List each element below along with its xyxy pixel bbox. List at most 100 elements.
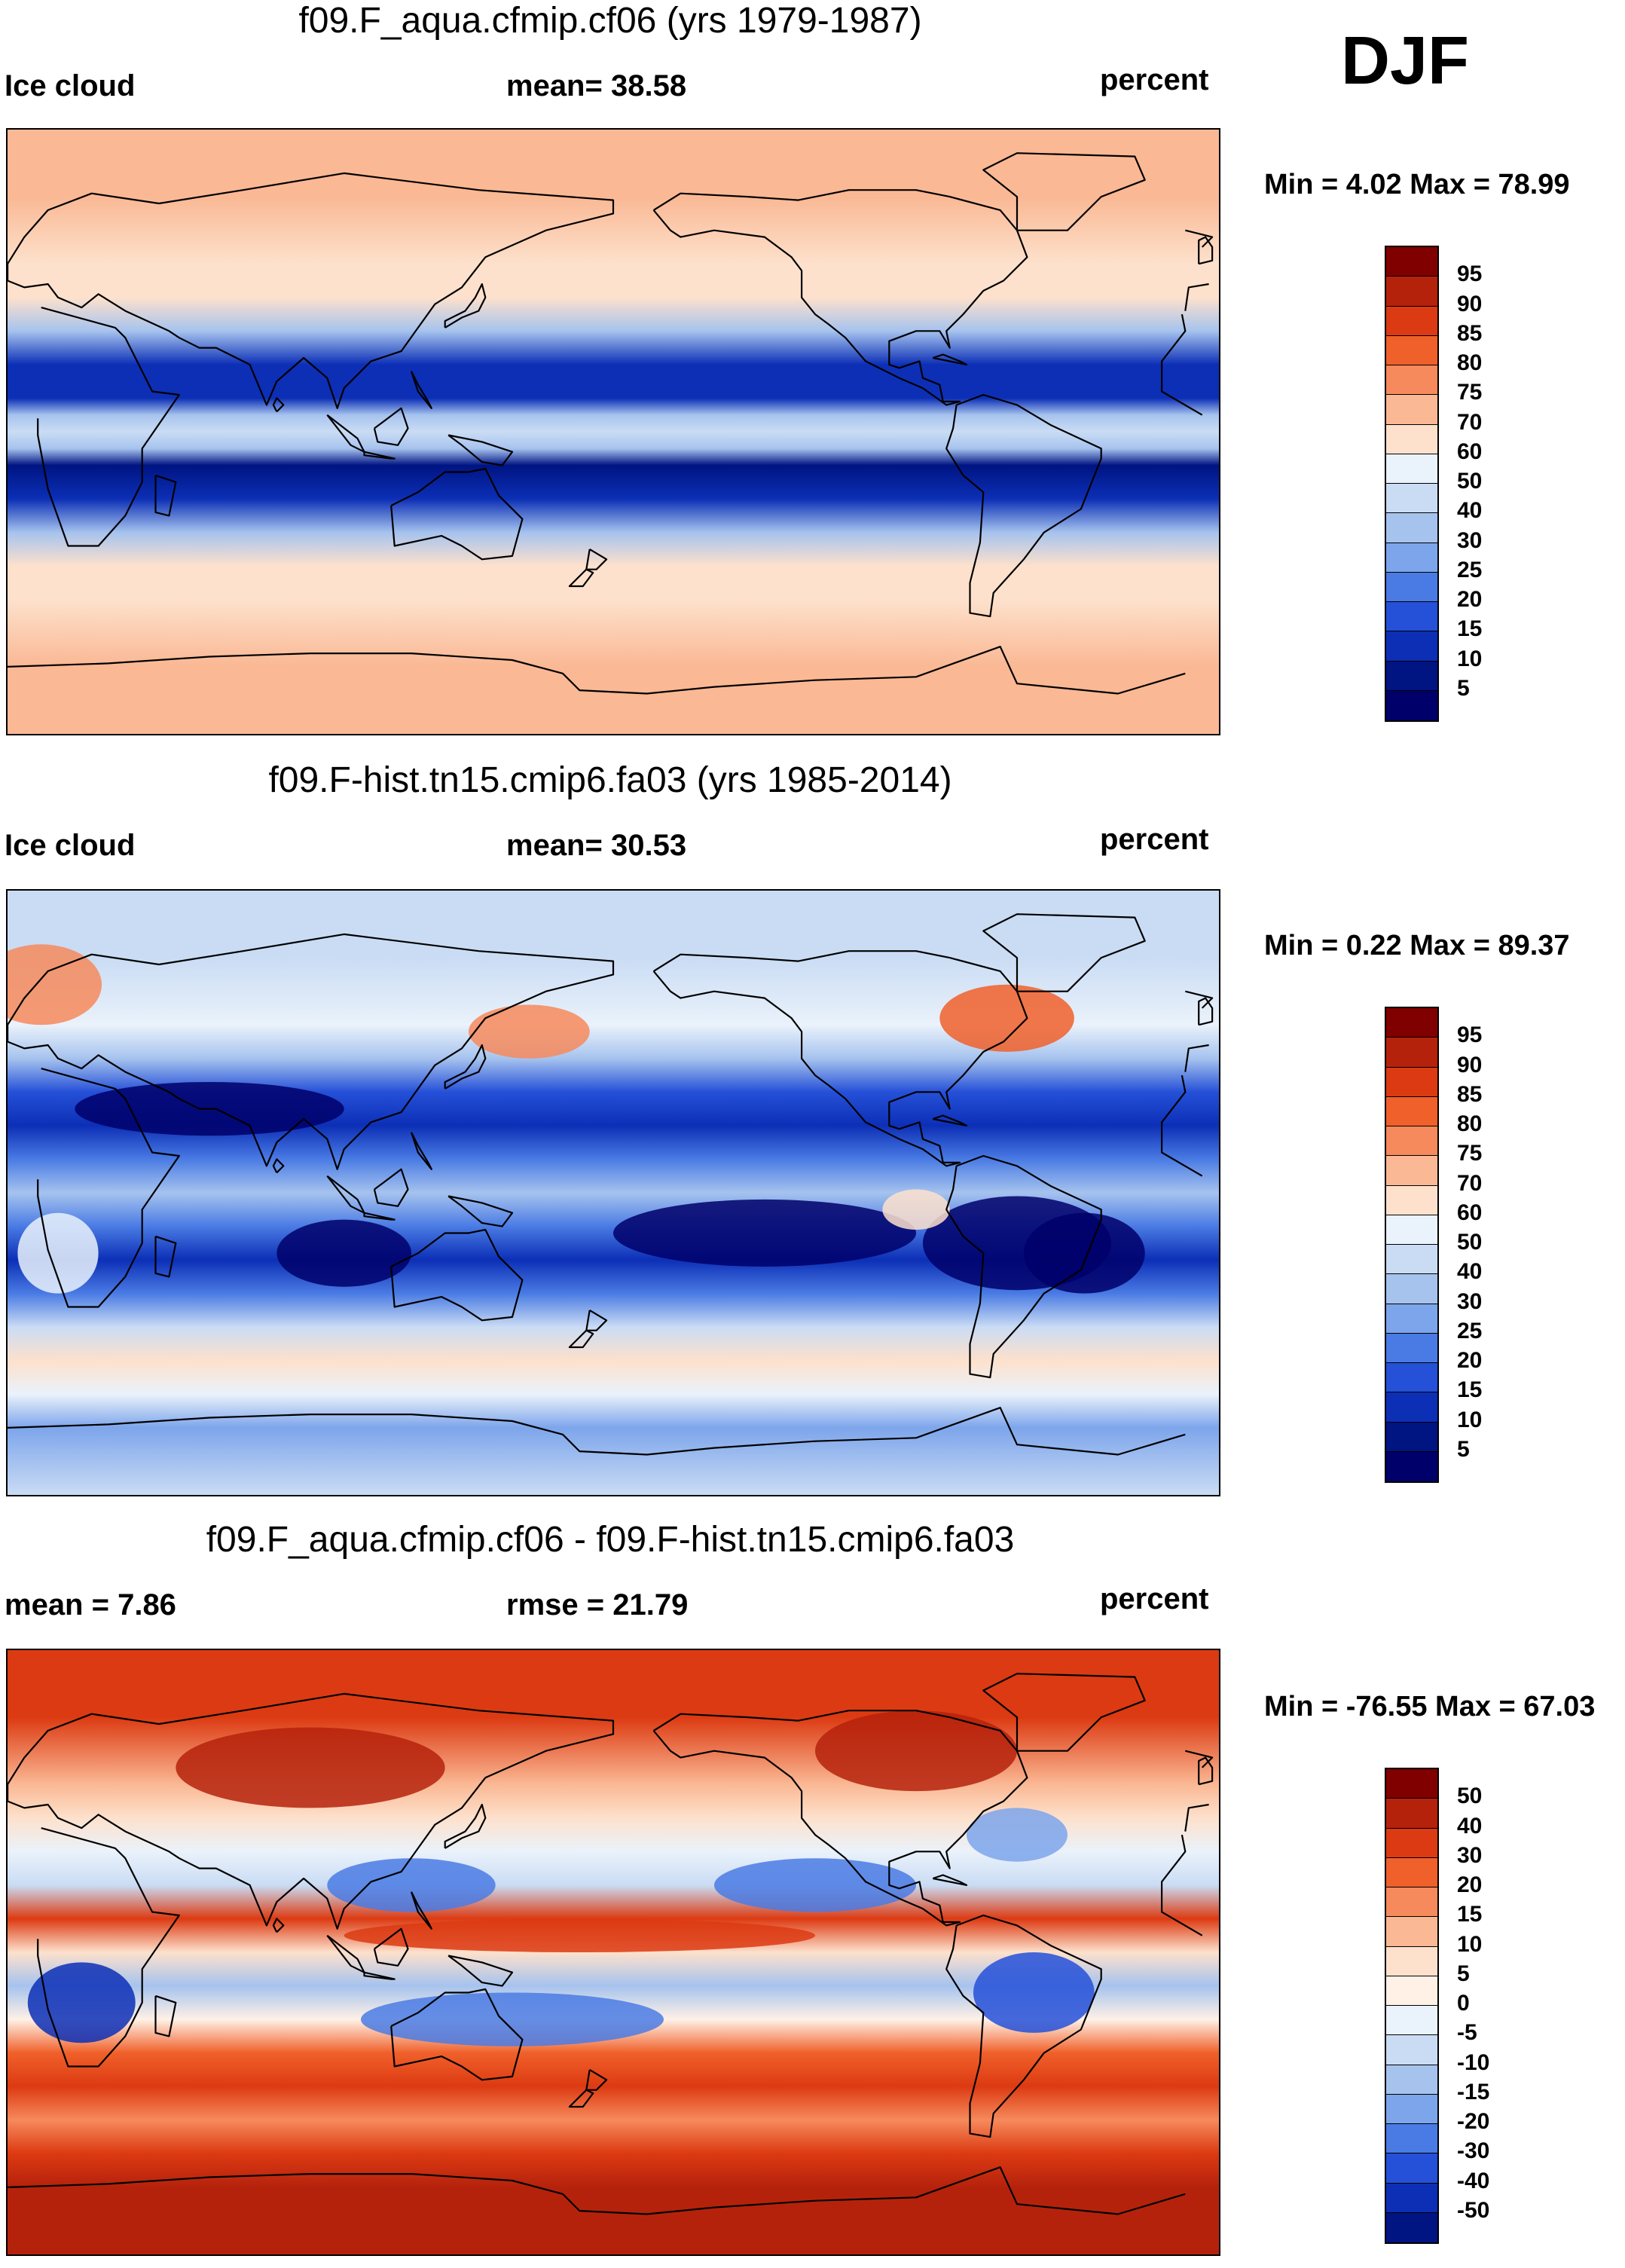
coastline-segment [8, 990, 1214, 1072]
regional-feature [882, 1189, 950, 1230]
coastline-segment [945, 1914, 1102, 2138]
panel-2-colorbar: 95 90 85 80 75 70 60 50 40 30 25 20 15 10 5 [1385, 1007, 1513, 1483]
coastline-segment [932, 353, 968, 365]
coastline-segment [932, 1114, 968, 1126]
colorbar-tick-label: 50 [1457, 469, 1483, 494]
colorbar-tick-label: 60 [1457, 439, 1483, 464]
regional-feature [613, 1199, 916, 1267]
coastline-segment [652, 950, 1028, 1167]
colorbar-swatch [1386, 2006, 1437, 2036]
colorbar-swatch [1386, 247, 1437, 277]
colorbar-tick-label: 25 [1457, 557, 1483, 582]
coastline-segment [568, 1329, 594, 1349]
coastline-segment [1198, 997, 1214, 1026]
colorbar-swatch [1386, 277, 1437, 307]
colorbar-tick-label: 30 [1457, 1288, 1483, 1314]
colorbar-swatch [1386, 1215, 1437, 1245]
regional-feature [17, 1212, 99, 1294]
colorbar-swatch [1386, 2153, 1437, 2184]
colorbar-swatch [1386, 1917, 1437, 1947]
colorbar-swatch [1386, 1828, 1437, 1858]
colorbar-swatch [1386, 1392, 1437, 1423]
regional-feature [27, 1962, 136, 2043]
colorbar-tick-label: -30 [1457, 2138, 1490, 2164]
panel-2-map [6, 889, 1220, 1496]
colorbar-swatch [1386, 1422, 1437, 1452]
panel-1-map [6, 128, 1220, 735]
colorbar-tick-label: 20 [1457, 1348, 1483, 1373]
coastline-segment [326, 1175, 365, 1214]
panel-1-colorbar: 95 90 85 80 75 70 60 50 40 30 25 20 15 10 5 [1385, 246, 1513, 722]
panel-3-minmax: Min = -76.55 Max = 67.03 [1264, 1691, 1596, 1722]
colorbar-tick-label: -15 [1457, 2079, 1490, 2104]
panel-3-regional-features [27, 1710, 1095, 2046]
colorbar-tick-label: 30 [1457, 1842, 1483, 1868]
colorbar-swatch [1386, 602, 1437, 632]
panel-2-regional-features [8, 944, 1145, 1294]
coastline-segment [982, 152, 1146, 231]
colorbar-tick-label: 85 [1457, 1081, 1483, 1107]
coastline-segment [444, 283, 487, 329]
colorbar-swatch [1386, 1887, 1437, 1918]
coastline-segment [37, 1827, 1203, 2068]
panel-3-title: f09.F_aqua.cfmip.cf06 - f09.F-hist.tn15.… [206, 1520, 1015, 1560]
colorbar-tick-label: 70 [1457, 1170, 1483, 1196]
coastline-segment [8, 1692, 615, 1930]
colorbar-swatch [1386, 661, 1437, 691]
panel-3-colorbar: 50 40 30 20 15 10 5 0 -5 -10 -15 -20 -30 -40 -50 [1385, 1768, 1513, 2244]
coastline-segment [272, 397, 285, 413]
panel-1-map-svg [8, 130, 1219, 734]
coastline-segment [945, 393, 1102, 618]
regional-feature [276, 1219, 411, 1287]
colorbar-swatch [1386, 1451, 1437, 1481]
colorbar-swatch [1386, 1008, 1437, 1038]
coastline-segment [326, 1934, 365, 1973]
coastline-segment [8, 172, 615, 409]
panel-1-units-label: percent [1100, 63, 1209, 96]
colorbar-tick-label: 20 [1457, 1872, 1483, 1897]
colorbar-tick-label: 30 [1457, 527, 1483, 553]
coastline-segment [932, 1874, 968, 1886]
colorbar-swatch [1386, 1304, 1437, 1334]
colorbar-tick-label: 40 [1457, 1259, 1483, 1285]
colorbar-tick-label: 5 [1457, 675, 1470, 701]
colorbar-swatch [1386, 1333, 1437, 1363]
colorbar-swatch [1386, 1126, 1437, 1157]
panel-1-field [8, 130, 1219, 734]
colorbar-swatch [1386, 365, 1437, 396]
colorbar-tick-label: 75 [1457, 1141, 1483, 1166]
coastline-segment [8, 229, 1214, 311]
colorbar-tick-label: 95 [1457, 261, 1483, 287]
coastline-segment [8, 1407, 1186, 1456]
coastline-segment [444, 1803, 487, 1849]
panel-2-title: f09.F-hist.tn15.cmip6.fa03 (yrs 1985-201… [268, 760, 952, 800]
regional-feature [714, 1858, 916, 1912]
coastline-segment [447, 434, 514, 466]
panel-2-colorbar-labels: 95 90 85 80 75 70 60 50 40 30 25 20 15 10 5 [1457, 1007, 1517, 1483]
panel-1-variable-label: Ice cloud [5, 69, 136, 102]
colorbar-tick-label: 40 [1457, 1813, 1483, 1839]
coastline-segment [447, 1195, 514, 1227]
colorbar-tick-label: 90 [1457, 291, 1483, 316]
coastline-segment [154, 1235, 177, 1278]
coastline-segment [373, 1927, 409, 1967]
regional-feature [327, 1858, 496, 1912]
coastline-segment [1198, 1756, 1214, 1786]
panel-2-mean-label: mean= 30.53 [506, 829, 687, 862]
panel-2-variable-label: Ice cloud [5, 829, 136, 862]
colorbar-swatch [1386, 1245, 1437, 1275]
coastline-segment [37, 1068, 1203, 1308]
coastline-segment [390, 467, 524, 561]
colorbar-swatch [1386, 2094, 1437, 2124]
coastline-segment [444, 1044, 487, 1090]
colorbar-swatch [1386, 1799, 1437, 1829]
panel-3-mean-label: mean = 7.86 [5, 1588, 176, 1622]
colorbar-tick-label: 5 [1457, 1436, 1470, 1462]
coastline-segment [945, 1154, 1102, 1379]
colorbar-tick-label: 75 [1457, 380, 1483, 405]
coastline-segment [272, 1158, 285, 1174]
colorbar-tick-label: 5 [1457, 1961, 1470, 1986]
colorbar-swatch [1386, 2183, 1437, 2213]
colorbar-swatch [1386, 1156, 1437, 1186]
colorbar-tick-label: 10 [1457, 1931, 1483, 1957]
